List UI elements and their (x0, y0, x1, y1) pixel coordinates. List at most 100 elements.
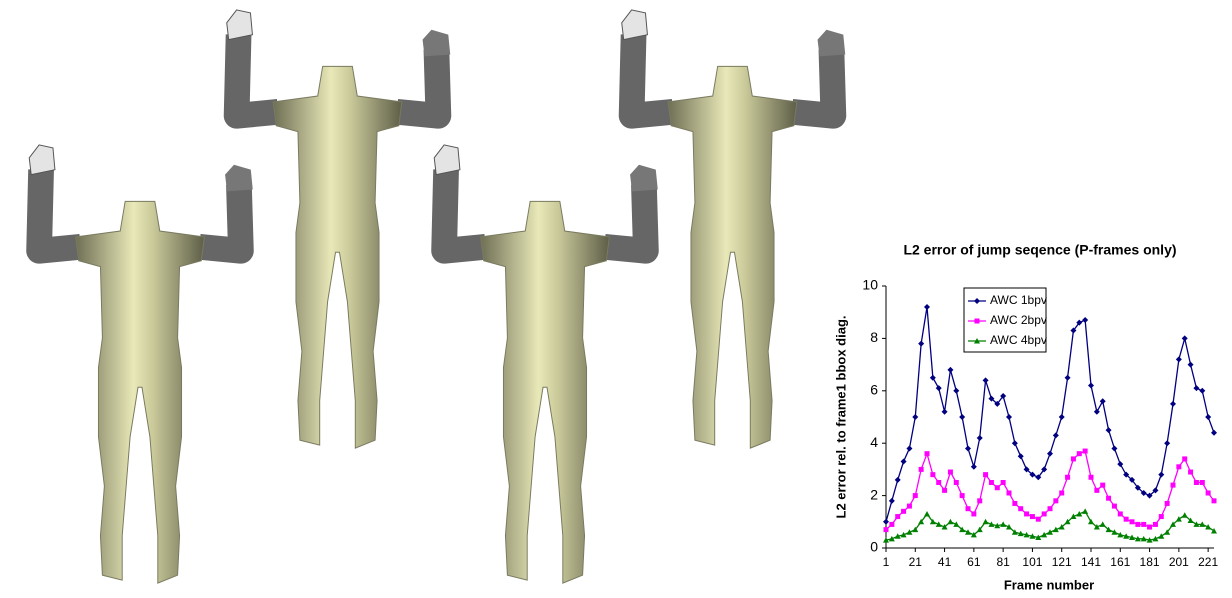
marker (1199, 388, 1205, 394)
x-tick-label: 161 (1110, 555, 1130, 569)
marker (1007, 490, 1012, 495)
marker (1135, 522, 1140, 527)
marker (912, 414, 918, 420)
marker (930, 472, 935, 477)
marker (1206, 490, 1211, 495)
marker (1083, 449, 1088, 454)
figure: L2 error of jump seqence (P-frames only)… (0, 0, 1232, 598)
marker (1053, 498, 1058, 503)
marker (883, 519, 889, 525)
legend-label: AWC 1bpv (990, 293, 1047, 307)
marker (1089, 475, 1094, 480)
marker (959, 414, 965, 420)
marker (1176, 356, 1182, 362)
marker (1088, 383, 1094, 389)
series-line (886, 511, 1214, 540)
x-tick-label: 81 (996, 555, 1010, 569)
marker (1001, 480, 1006, 485)
y-axis-title: L2 error rel. to frame1 bbox diag. (833, 316, 848, 519)
marker (1053, 432, 1059, 438)
marker (1012, 440, 1018, 446)
marker (906, 445, 912, 451)
series-line (886, 307, 1214, 522)
mesh-render (434, 145, 658, 583)
marker (1059, 414, 1065, 420)
marker (1100, 398, 1106, 404)
marker (1065, 475, 1070, 480)
y-tick-label: 0 (870, 539, 878, 555)
series-line (886, 451, 1214, 530)
marker (977, 435, 983, 441)
chart-title: L2 error of jump seqence (P-frames only) (903, 242, 1176, 258)
marker (947, 519, 953, 525)
marker (965, 445, 971, 451)
marker (1164, 440, 1170, 446)
marker (960, 493, 965, 498)
marker (947, 367, 953, 373)
x-tick-label: 41 (938, 555, 952, 569)
marker (1082, 508, 1088, 514)
marker (983, 519, 989, 525)
x-tick-label: 21 (909, 555, 923, 569)
marker (948, 470, 953, 475)
marker (924, 511, 930, 517)
marker (1048, 506, 1053, 511)
legend-label: AWC 2bpv (990, 313, 1047, 327)
marker (1100, 483, 1105, 488)
marker (1111, 445, 1117, 451)
marker (942, 488, 947, 493)
mesh-render (227, 10, 451, 448)
marker (971, 464, 977, 470)
marker (1077, 451, 1082, 456)
marker (1170, 401, 1176, 407)
marker (924, 304, 930, 310)
x-tick-label: 1 (883, 555, 890, 569)
marker (1006, 414, 1012, 420)
marker (1012, 501, 1017, 506)
marker (1188, 362, 1194, 368)
marker (1088, 519, 1094, 525)
y-tick-label: 8 (870, 329, 878, 345)
marker (977, 498, 982, 503)
marker (1212, 498, 1217, 503)
marker (1071, 456, 1076, 461)
marker (953, 388, 959, 394)
marker (1124, 517, 1129, 522)
marker (1042, 511, 1047, 516)
marker (995, 485, 1000, 490)
marker (907, 504, 912, 509)
marker (889, 522, 894, 527)
marker (971, 511, 976, 516)
marker (1047, 451, 1053, 457)
marker (1030, 514, 1035, 519)
marker (895, 477, 901, 483)
marker (930, 375, 936, 381)
marker (1153, 522, 1158, 527)
marker (1182, 335, 1188, 341)
marker (901, 509, 906, 514)
marker (1165, 501, 1170, 506)
marker (1182, 512, 1188, 518)
marker (1100, 521, 1106, 527)
marker (983, 377, 989, 383)
marker (1200, 480, 1205, 485)
x-tick-label: 221 (1198, 555, 1218, 569)
marker (901, 459, 907, 465)
y-tick-label: 2 (870, 486, 878, 502)
marker (989, 480, 994, 485)
marker (936, 385, 942, 391)
marker (1171, 483, 1176, 488)
marker (895, 514, 900, 519)
marker (1059, 490, 1064, 495)
mesh-render (29, 145, 253, 583)
marker (1106, 427, 1112, 433)
marker (954, 480, 959, 485)
marker (918, 341, 924, 347)
marker (1094, 409, 1100, 415)
marker (1082, 317, 1088, 323)
marker (1141, 522, 1146, 527)
marker (942, 409, 948, 415)
x-tick-label: 101 (1022, 555, 1042, 569)
marker (1182, 456, 1187, 461)
marker (1130, 519, 1135, 524)
